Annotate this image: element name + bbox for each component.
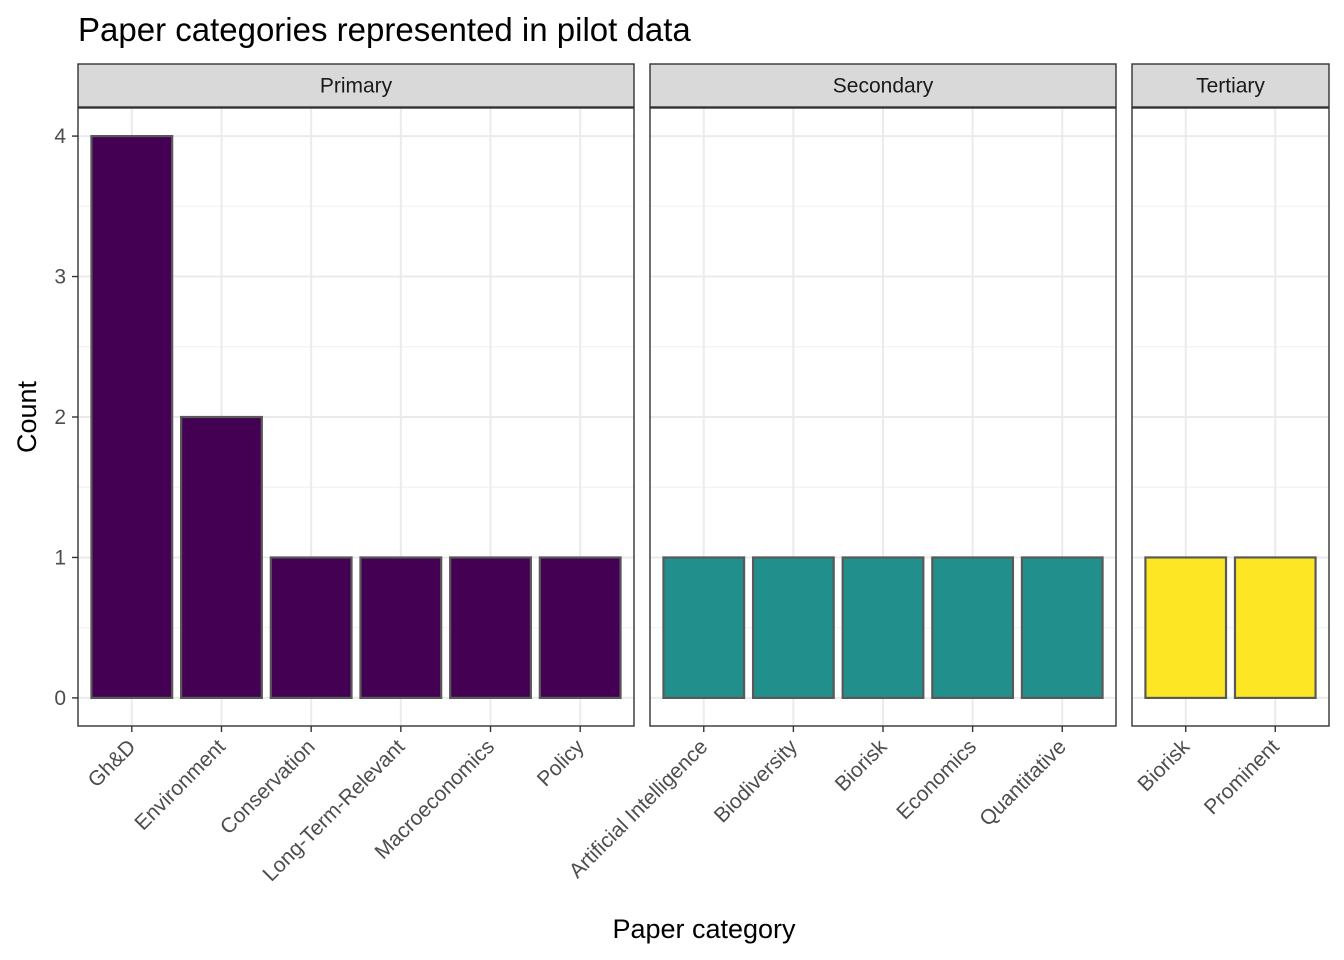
bar-primary-2 bbox=[269, 556, 353, 700]
x-tick-label: Economics bbox=[892, 735, 981, 824]
facet-strip bbox=[77, 63, 635, 108]
bar-secondary-1 bbox=[751, 556, 835, 700]
facet-panel-primary: PrimaryGh&DEnvironmentConservationLong-T… bbox=[77, 63, 635, 886]
x-axis-title: Paper category bbox=[612, 914, 796, 944]
y-tick-label: 3 bbox=[54, 266, 66, 289]
facet-strip bbox=[649, 63, 1117, 108]
chart-title: Paper categories represented in pilot da… bbox=[78, 11, 691, 48]
bar-secondary-4 bbox=[1020, 556, 1104, 700]
facet-strip bbox=[1131, 63, 1330, 108]
bar-tertiary-1 bbox=[1233, 556, 1317, 700]
x-tick-label: Artificial Intelligence bbox=[565, 735, 712, 882]
y-tick-label: 4 bbox=[54, 125, 66, 148]
bar-secondary-2 bbox=[841, 556, 925, 700]
x-tick-label: Biorisk bbox=[1133, 735, 1194, 796]
bar-primary-1 bbox=[180, 415, 263, 700]
facet-panel-secondary: Secondary Artificial IntelligenceBiodiver… bbox=[565, 63, 1117, 883]
y-tick-label: 1 bbox=[54, 546, 66, 569]
y-tick-label: 0 bbox=[54, 687, 66, 710]
panel-border bbox=[1131, 107, 1330, 727]
facet-panels: PrimaryGh&DEnvironmentConservationLong-T… bbox=[77, 63, 1330, 886]
x-tick-label: Environment bbox=[130, 735, 230, 835]
x-tick-label: Policy bbox=[533, 735, 589, 791]
x-tick-label: Gh&D bbox=[84, 735, 141, 792]
bar-primary-0 bbox=[90, 134, 174, 700]
bar-primary-5 bbox=[538, 556, 622, 700]
bar-secondary-3 bbox=[931, 556, 1015, 700]
facet-panel-tertiary: Tertiary Biorisk Prominent bbox=[1131, 63, 1330, 819]
bar-primary-3 bbox=[359, 556, 443, 700]
x-tick-label: Prominent bbox=[1200, 735, 1284, 819]
panel-border bbox=[77, 107, 635, 727]
y-axis: 0 1 2 3 4 bbox=[54, 125, 78, 710]
x-tick-label: Quantitative bbox=[975, 735, 1071, 831]
y-tick-label: 2 bbox=[54, 406, 66, 429]
facet-strip-label: Primary bbox=[320, 75, 393, 98]
x-tick-label: Biorisk bbox=[831, 735, 892, 796]
bar-tertiary-0 bbox=[1144, 556, 1228, 700]
bar-secondary-0 bbox=[662, 556, 746, 700]
x-tick-label: Biodiversity bbox=[710, 735, 803, 828]
bar-primary-4 bbox=[449, 556, 532, 700]
y-axis-title: Count bbox=[12, 380, 42, 453]
facet-strip-label: Secondary bbox=[833, 75, 934, 98]
facet-strip-label: Tertiary bbox=[1196, 75, 1265, 98]
